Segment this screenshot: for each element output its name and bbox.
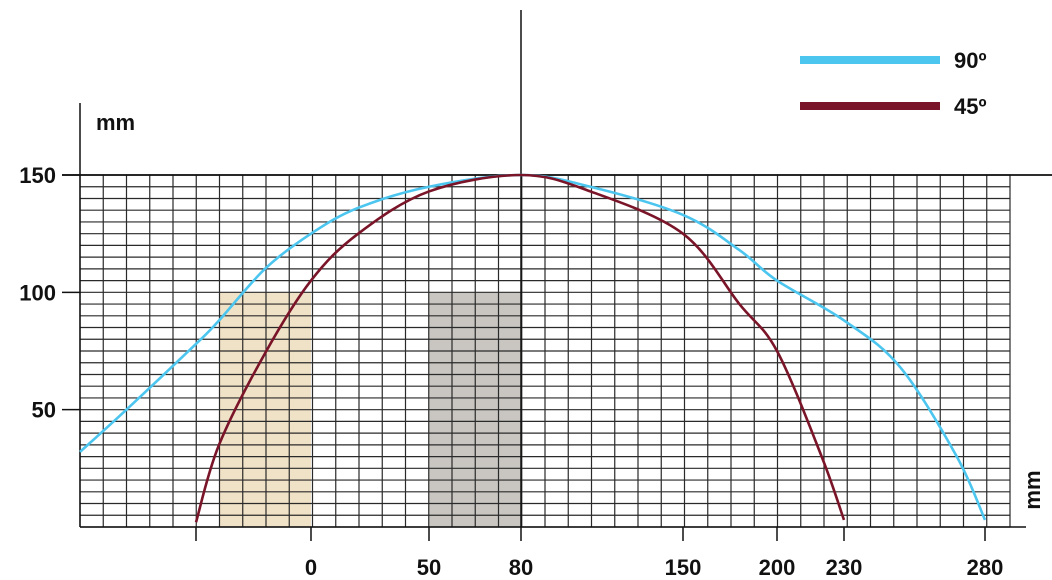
x-tick-label: 80 bbox=[509, 555, 533, 580]
x-tick-label: 150 bbox=[665, 555, 702, 580]
legend: 90º 45º bbox=[800, 48, 987, 119]
tick-labels: 0 50 80 150 200 230 280 50 100 150 bbox=[19, 163, 1003, 580]
x-tick-label: 50 bbox=[417, 555, 441, 580]
x-tick-label: 200 bbox=[759, 555, 796, 580]
x-axis-unit-label: mm bbox=[1020, 470, 1045, 509]
y-tick-label: 50 bbox=[32, 398, 56, 423]
y-tick-label: 100 bbox=[19, 280, 56, 305]
y-axis-unit-label: mm bbox=[96, 110, 135, 135]
x-tick-label: 280 bbox=[967, 555, 1004, 580]
series-line-45 bbox=[194, 173, 846, 523]
legend-label: 45º bbox=[954, 94, 987, 119]
x-tick-label: 0 bbox=[305, 555, 317, 580]
series-lines bbox=[79, 173, 987, 523]
x-tick-label: 230 bbox=[826, 555, 863, 580]
axes bbox=[62, 10, 1052, 541]
y-tick-label: 150 bbox=[19, 163, 56, 188]
legend-label: 90º bbox=[954, 48, 987, 73]
grid bbox=[79, 174, 1011, 528]
